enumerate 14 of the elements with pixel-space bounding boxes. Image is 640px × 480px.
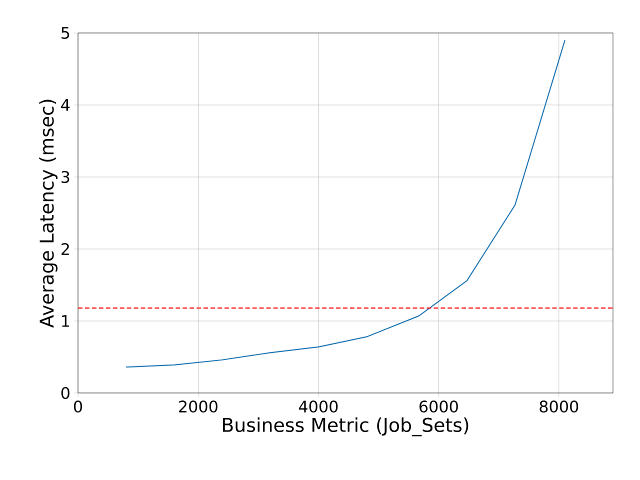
x-tick-label: 4000 — [298, 400, 338, 413]
x-tick-label: 6000 — [420, 400, 458, 413]
x-axis-title: Business Metric (Job_Sets) — [223, 417, 468, 436]
y-tick-label: 3 — [62, 170, 70, 184]
y-tick-label: 5 — [62, 27, 70, 39]
x-tick-label: 0 — [74, 400, 82, 413]
y-tick-label: 4 — [61, 99, 70, 111]
x-tick-label: 2000 — [179, 400, 218, 413]
y-tick-label: 0 — [61, 386, 70, 400]
y-axis-title: Average Latency (msec) — [39, 100, 58, 328]
line-series — [126, 40, 566, 368]
x-tick-label: 8000 — [540, 400, 578, 413]
y-tick-label: 1 — [62, 315, 70, 327]
y-tick-label: 2 — [62, 243, 69, 255]
